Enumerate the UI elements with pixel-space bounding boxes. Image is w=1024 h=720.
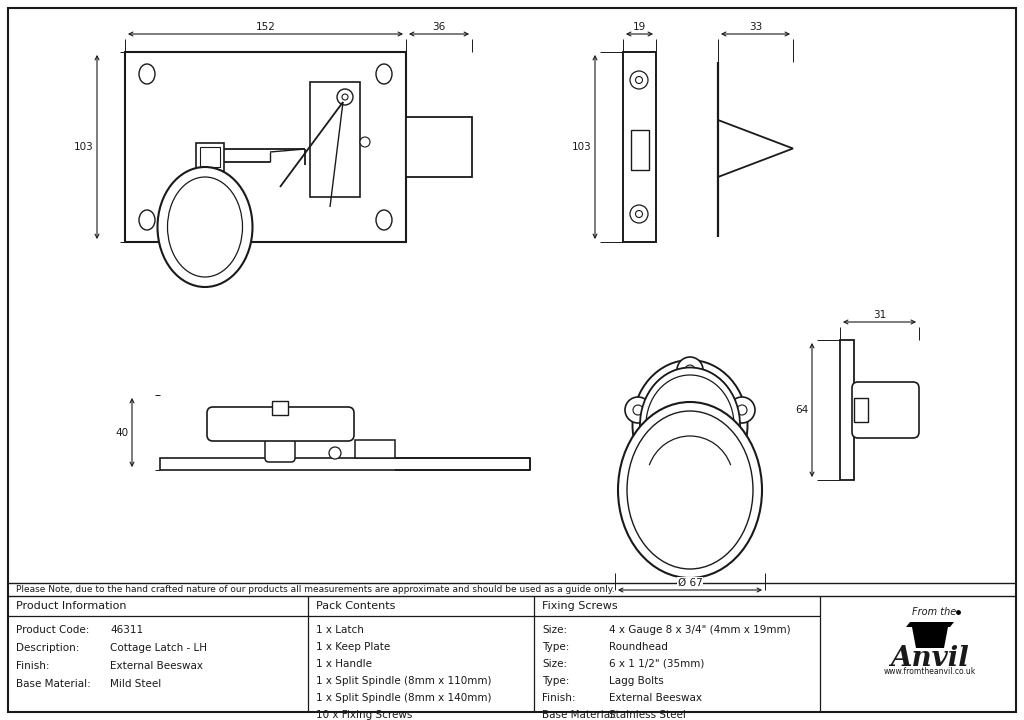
Text: Mild Steel: Mild Steel [110,679,161,689]
Text: 31: 31 [872,310,886,320]
Ellipse shape [376,64,392,84]
Text: Please Note, due to the hand crafted nature of our products all measurements are: Please Note, due to the hand crafted nat… [16,585,614,594]
Circle shape [633,405,643,415]
Bar [406,117,472,177]
Text: External Beeswax: External Beeswax [110,661,203,671]
Circle shape [625,397,651,423]
Text: 1 x Keep Plate: 1 x Keep Plate [316,642,390,652]
Circle shape [360,137,370,147]
Text: www.fromtheanvil.co.uk: www.fromtheanvil.co.uk [884,667,976,677]
Text: Finish:: Finish: [16,661,49,671]
Text: Product Code:: Product Code: [16,625,89,635]
Text: Roundhead: Roundhead [609,642,668,652]
Text: Base Material:: Base Material: [16,679,91,689]
Text: Size:: Size: [542,625,567,635]
Text: 10 x Fixing Screws: 10 x Fixing Screws [316,710,413,720]
Text: Lagg Bolts: Lagg Bolts [609,676,664,686]
Text: Ø 67: Ø 67 [678,578,702,588]
Text: Fixing Screws: Fixing Screws [542,601,617,611]
Bar [196,143,224,171]
Bar [310,82,360,197]
Text: 33: 33 [749,22,762,32]
Bar [631,130,649,170]
Text: Finish:: Finish: [542,693,575,703]
Ellipse shape [376,210,392,230]
Ellipse shape [640,367,740,482]
Bar [675,410,705,440]
Text: Product Information: Product Information [16,601,127,611]
Circle shape [685,473,695,483]
Bar [840,340,854,480]
Text: Pack Contents: Pack Contents [316,601,395,611]
Text: External Beeswax: External Beeswax [609,693,702,703]
Text: 46311: 46311 [110,625,143,635]
Text: Base Material:: Base Material: [542,710,616,720]
FancyBboxPatch shape [265,436,295,462]
Text: Anvil: Anvil [891,644,970,672]
FancyBboxPatch shape [852,382,919,438]
Text: Stainless Steel: Stainless Steel [609,710,686,720]
Text: Type:: Type: [542,642,569,652]
Bar [200,147,220,167]
Bar [679,414,701,436]
Ellipse shape [168,177,243,277]
Circle shape [630,205,648,223]
Bar [160,458,530,470]
Text: 103: 103 [75,142,94,152]
Text: 19: 19 [633,22,646,32]
Text: 4 x Gauge 8 x 3/4" (4mm x 19mm): 4 x Gauge 8 x 3/4" (4mm x 19mm) [609,625,791,635]
Ellipse shape [618,402,762,578]
Text: 40: 40 [116,428,129,438]
Circle shape [329,447,341,459]
Text: Cottage Latch - LH: Cottage Latch - LH [110,643,207,653]
Ellipse shape [139,64,155,84]
Ellipse shape [646,375,734,475]
Text: 64: 64 [796,405,809,415]
Circle shape [685,365,695,375]
Text: 1 x Split Spindle (8mm x 110mm): 1 x Split Spindle (8mm x 110mm) [316,676,492,686]
Text: 1 x Latch: 1 x Latch [316,625,364,635]
Bar [623,52,656,242]
Circle shape [737,405,746,415]
Ellipse shape [139,210,155,230]
Polygon shape [718,120,793,177]
Bar [125,52,406,242]
Ellipse shape [633,360,748,490]
Circle shape [636,76,642,84]
Polygon shape [906,622,954,627]
Ellipse shape [640,367,740,482]
Ellipse shape [158,167,253,287]
Bar [854,398,868,422]
FancyBboxPatch shape [207,407,354,441]
Circle shape [342,94,348,100]
Bar [355,440,395,458]
Text: 1 x Split Spindle (8mm x 140mm): 1 x Split Spindle (8mm x 140mm) [316,693,492,703]
Circle shape [636,210,642,217]
Text: From the: From the [912,607,956,617]
Circle shape [677,357,703,383]
Text: 152: 152 [256,22,275,32]
Text: 36: 36 [432,22,445,32]
Circle shape [677,465,703,491]
Text: Description:: Description: [16,643,80,653]
Bar [272,401,288,415]
Text: 6 x 1 1/2" (35mm): 6 x 1 1/2" (35mm) [609,659,705,669]
Ellipse shape [627,411,753,569]
Text: 103: 103 [572,142,592,152]
Text: Size:: Size: [542,659,567,669]
Text: Type:: Type: [542,676,569,686]
Circle shape [729,397,755,423]
Polygon shape [912,627,948,648]
Circle shape [337,89,353,105]
Text: 1 x Handle: 1 x Handle [316,659,372,669]
Circle shape [630,71,648,89]
